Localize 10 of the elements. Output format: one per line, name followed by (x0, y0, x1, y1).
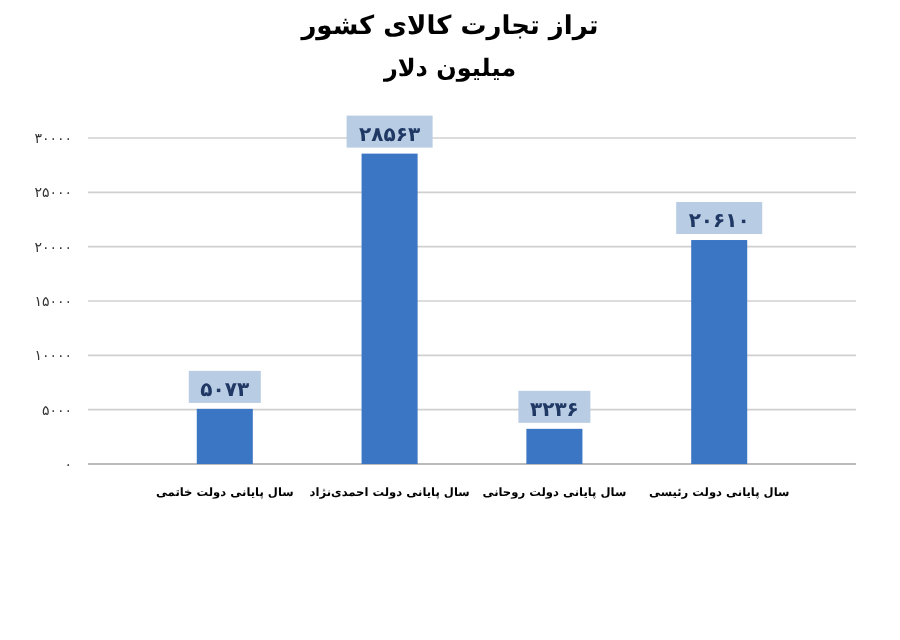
data-label: ۲۸۵۶۳ (359, 124, 421, 147)
bar (526, 428, 583, 464)
bar (196, 408, 253, 464)
bar (691, 240, 748, 464)
bar (361, 153, 418, 464)
data-label: ۲۰۶۱۰ (688, 211, 750, 234)
data-label: ۳۲۳۶ (529, 399, 579, 422)
data-label: ۵۰۷۳ (200, 379, 250, 402)
chart-subtitle: میلیون دلار (381, 54, 517, 82)
chart-title: تراز تجارت کالای کشور (299, 12, 599, 42)
